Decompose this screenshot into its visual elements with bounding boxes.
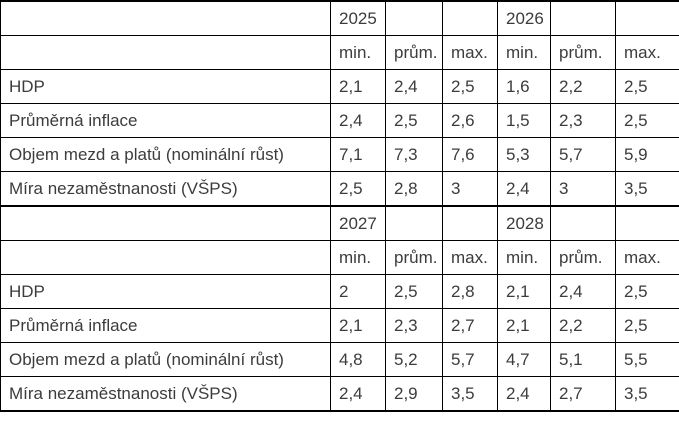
value-cell: 2,1 [330,308,386,343]
col-header-max: max. [442,35,498,70]
stat-header-row: min. prům. max. min. prům. max. [0,35,679,70]
col-header-prum: prům. [550,35,616,70]
value-cell: 2,5 [615,274,679,309]
value-cell: 2,4 [330,103,386,138]
row-label-mzdy: Objem mezd a platů (nominální růst) [0,137,331,172]
value-cell: 2,8 [385,171,443,207]
value-cell: 2,5 [615,69,679,104]
stat-header-row: min. prům. max. min. prům. max. [0,240,679,275]
value-cell: 3,5 [615,171,679,207]
col-header-min: min. [497,35,551,70]
value-cell: 3 [442,171,498,207]
value-cell: 2,5 [330,171,386,207]
value-cell: 7,1 [330,137,386,172]
value-cell: 2,4 [330,376,386,412]
value-cell: 2,5 [615,308,679,343]
value-cell: 2,8 [442,274,498,309]
data-row-hdp: HDP 2 2,5 2,8 2,1 2,4 2,5 [0,274,679,309]
col-header-prum: prům. [550,240,616,275]
value-cell: 3 [550,171,616,207]
row-label-mzdy: Objem mezd a platů (nominální růst) [0,342,331,377]
year-cell-2028: 2028 [497,205,551,241]
year-spacer-cell [442,0,498,36]
value-cell: 2,9 [385,376,443,412]
value-cell: 2,3 [385,308,443,343]
value-cell: 4,7 [497,342,551,377]
year-row: 2027 2028 [0,205,679,241]
col-header-max: max. [442,240,498,275]
value-cell: 5,7 [442,342,498,377]
value-cell: 2 [330,274,386,309]
data-row-nezamestnanost: Míra nezaměstnanosti (VŠPS) 2,4 2,9 3,5 … [0,376,679,412]
value-cell: 1,5 [497,103,551,138]
forecast-table: 2025 2026 min. prům. max. min. prům. max… [0,0,679,412]
value-cell: 2,4 [497,376,551,412]
value-cell: 5,9 [615,137,679,172]
col-header-min: min. [330,35,386,70]
value-cell: 3,5 [442,376,498,412]
value-cell: 4,8 [330,342,386,377]
value-cell: 5,7 [550,137,616,172]
value-cell: 2,1 [497,308,551,343]
value-cell: 2,1 [330,69,386,104]
value-cell: 2,7 [550,376,616,412]
corner-cell [0,205,331,241]
data-row-mzdy: Objem mezd a platů (nominální růst) 4,8 … [0,342,679,377]
value-cell: 2,2 [550,69,616,104]
row-label-inflace: Průměrná inflace [0,103,331,138]
value-cell: 2,4 [550,274,616,309]
row-label-nezamestnanost: Míra nezaměstnanosti (VŠPS) [0,171,331,207]
year-cell-2026: 2026 [497,0,551,36]
value-cell: 2,4 [385,69,443,104]
value-cell: 7,3 [385,137,443,172]
year-spacer-cell [385,205,443,241]
value-cell: 2,6 [442,103,498,138]
row-label-inflace: Průměrná inflace [0,308,331,343]
year-spacer-cell [615,205,679,241]
col-header-prum: prům. [385,35,443,70]
year-cell-2025: 2025 [330,0,386,36]
year-spacer-cell [550,0,616,36]
value-cell: 7,6 [442,137,498,172]
value-cell: 2,4 [497,171,551,207]
corner-cell [0,240,331,275]
corner-cell [0,35,331,70]
value-cell: 2,7 [442,308,498,343]
value-cell: 2,5 [615,103,679,138]
data-row-hdp: HDP 2,1 2,4 2,5 1,6 2,2 2,5 [0,69,679,104]
value-cell: 2,2 [550,308,616,343]
col-header-max: max. [615,35,679,70]
value-cell: 2,1 [497,274,551,309]
data-row-inflace: Průměrná inflace 2,1 2,3 2,7 2,1 2,2 2,5 [0,308,679,343]
value-cell: 2,3 [550,103,616,138]
value-cell: 5,5 [615,342,679,377]
col-header-max: max. [615,240,679,275]
col-header-min: min. [330,240,386,275]
year-cell-2027: 2027 [330,205,386,241]
value-cell: 3,5 [615,376,679,412]
year-spacer-cell [385,0,443,36]
data-row-nezamestnanost: Míra nezaměstnanosti (VŠPS) 2,5 2,8 3 2,… [0,171,679,207]
value-cell: 2,5 [385,103,443,138]
value-cell: 5,1 [550,342,616,377]
year-spacer-cell [550,205,616,241]
year-spacer-cell [442,205,498,241]
row-label-hdp: HDP [0,274,331,309]
col-header-min: min. [497,240,551,275]
col-header-prum: prům. [385,240,443,275]
data-row-inflace: Průměrná inflace 2,4 2,5 2,6 1,5 2,3 2,5 [0,103,679,138]
row-label-nezamestnanost: Míra nezaměstnanosti (VŠPS) [0,376,331,412]
data-row-mzdy: Objem mezd a platů (nominální růst) 7,1 … [0,137,679,172]
value-cell: 5,2 [385,342,443,377]
year-spacer-cell [615,0,679,36]
value-cell: 2,5 [442,69,498,104]
row-label-hdp: HDP [0,69,331,104]
corner-cell [0,0,331,36]
value-cell: 1,6 [497,69,551,104]
value-cell: 2,5 [385,274,443,309]
value-cell: 5,3 [497,137,551,172]
year-row: 2025 2026 [0,0,679,36]
